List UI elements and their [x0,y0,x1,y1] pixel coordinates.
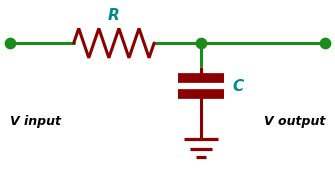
Text: V output: V output [264,115,325,128]
Text: C: C [233,79,244,94]
Point [7,42,13,45]
Text: V input: V input [10,115,61,128]
Text: R: R [108,8,120,23]
Point [198,42,204,45]
Point [322,42,328,45]
